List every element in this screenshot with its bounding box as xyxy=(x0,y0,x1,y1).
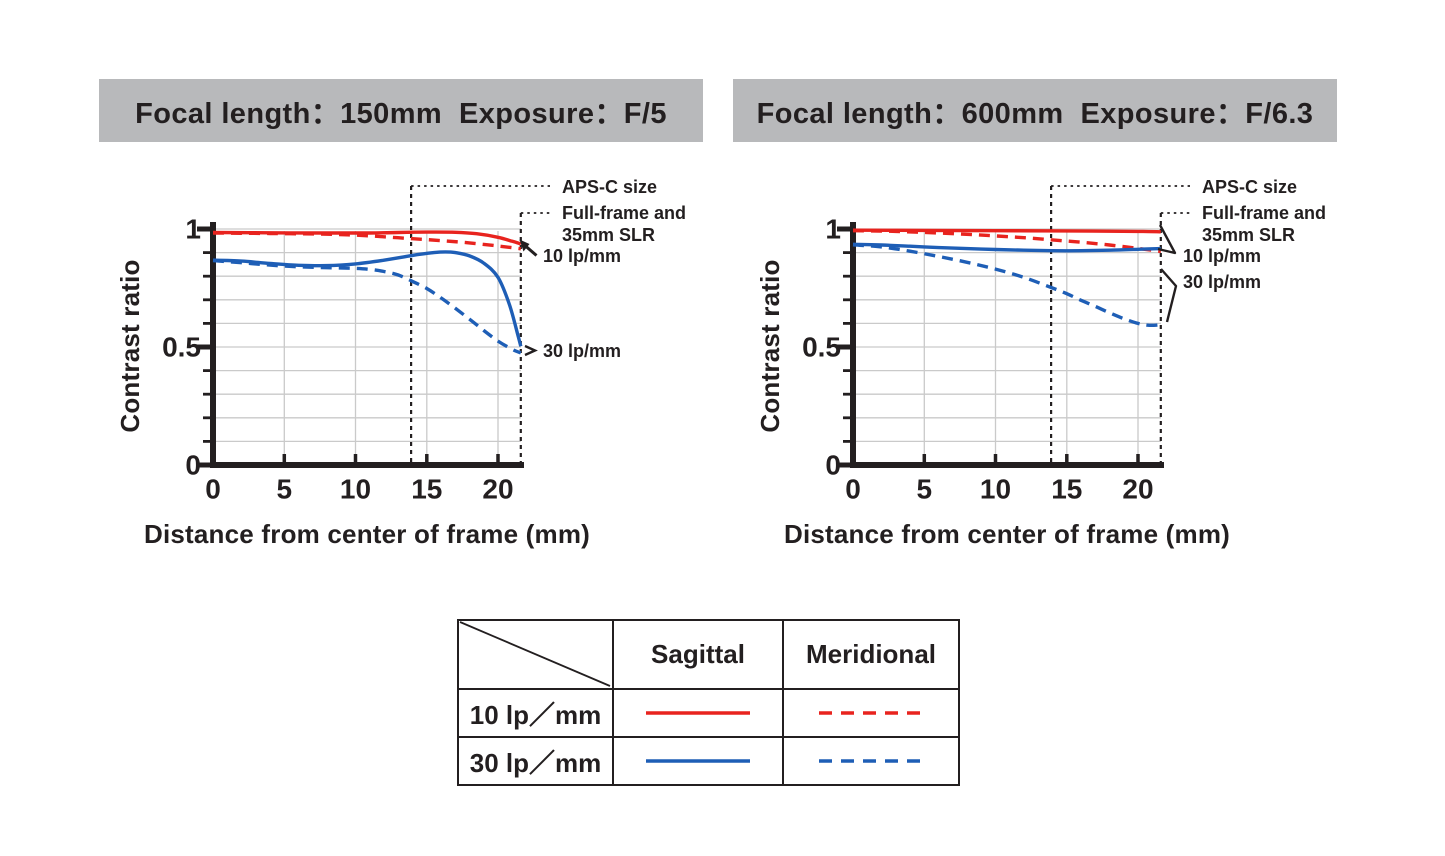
x-tick-label: 15 xyxy=(1051,474,1082,505)
curve-30-lp-mm-meridional xyxy=(212,258,522,355)
diagonal-line xyxy=(459,621,611,687)
y-tick-label: 0 xyxy=(825,450,841,481)
x-tick-label: 20 xyxy=(482,474,513,505)
legend-sample-blue-solid xyxy=(612,736,782,784)
legend-row-label-30lpmm: 30 lp／mm xyxy=(459,736,612,784)
curve-10-lp-mm-sagittal xyxy=(852,228,1161,234)
lp10-label: 10 lp/mm xyxy=(543,246,621,266)
x-tick-label: 15 xyxy=(411,474,442,505)
x-tick-label: 0 xyxy=(205,474,221,505)
x-tick-label: 0 xyxy=(845,474,861,505)
full-frame-label-line1: Full-frame and xyxy=(1202,203,1326,223)
x-tick-label: 20 xyxy=(1122,474,1153,505)
lp10-label: 10 lp/mm xyxy=(1183,246,1261,266)
x-tick-label: 5 xyxy=(917,474,933,505)
legend-header-meridional: Meridional xyxy=(782,621,958,688)
lp10-brace xyxy=(1157,224,1177,255)
y-tick-label: 0.5 xyxy=(802,332,841,363)
legend-table: Sagittal Meridional 10 lp／mm 30 lp／mm xyxy=(457,619,960,786)
full-frame-label-line2: 35mm SLR xyxy=(562,225,655,245)
chart-title-600mm: Focal length：600mm Exposure：F/6.3 xyxy=(733,79,1337,142)
y-tick-label: 0 xyxy=(185,450,201,481)
legend-sample-blue-dashed xyxy=(782,736,958,784)
curve-10-lp-mm-meridional xyxy=(212,231,522,251)
legend-header-sagittal: Sagittal xyxy=(612,621,782,688)
lp30-label: 30 lp/mm xyxy=(1183,272,1261,292)
y-axis-title: Contrast ratio xyxy=(115,259,145,432)
y-tick-label: 0.5 xyxy=(162,332,201,363)
y-tick-label: 1 xyxy=(825,214,841,245)
lp30-arrow xyxy=(524,344,538,357)
legend-corner-cell xyxy=(459,621,612,688)
legend-sample-red-dashed xyxy=(782,688,958,736)
lp30-label: 30 lp/mm xyxy=(543,341,621,361)
x-axis-title: Distance from center of frame (mm) xyxy=(144,519,590,549)
lp10-arrowhead xyxy=(519,239,530,252)
aps-c-size-label: APS-C size xyxy=(562,177,657,197)
lp30-brace xyxy=(1160,268,1178,323)
legend-sample-red-solid xyxy=(612,688,782,736)
y-axis-title: Contrast ratio xyxy=(755,259,785,432)
x-axis-title: Distance from center of frame (mm) xyxy=(784,519,1230,549)
curve-30-lp-mm-sagittal xyxy=(212,250,523,347)
y-tick-label: 1 xyxy=(185,214,201,245)
x-tick-label: 10 xyxy=(980,474,1011,505)
x-tick-label: 10 xyxy=(340,474,371,505)
curve-10-lp-mm-meridional xyxy=(852,229,1162,254)
full-frame-label-line2: 35mm SLR xyxy=(1202,225,1295,245)
legend-row-label-10lpmm: 10 lp／mm xyxy=(459,688,612,736)
chart-title-150mm: Focal length：150mm Exposure：F/5 xyxy=(99,79,703,142)
curve-30-lp-mm-sagittal xyxy=(852,242,1161,253)
curve-30-lp-mm-meridional xyxy=(852,243,1161,328)
full-frame-label-line1: Full-frame and xyxy=(562,203,686,223)
lp10-arrow-line xyxy=(524,244,538,257)
x-tick-label: 5 xyxy=(277,474,293,505)
aps-c-size-label: APS-C size xyxy=(1202,177,1297,197)
